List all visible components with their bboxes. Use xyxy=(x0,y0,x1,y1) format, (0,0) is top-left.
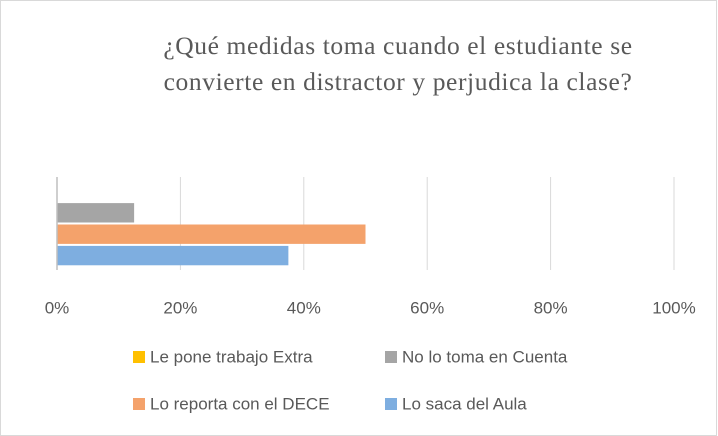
chart-title: ¿Qué medidas toma cuando el estudiante s… xyxy=(163,31,633,96)
legend-swatch xyxy=(133,398,145,410)
legend-label: Lo saca del Aula xyxy=(402,394,527,413)
x-tick-label: 0% xyxy=(45,298,70,317)
x-tick-label: 80% xyxy=(534,298,568,317)
legend-swatch xyxy=(385,398,397,410)
legend-swatch xyxy=(133,351,145,363)
x-tick-label: 100% xyxy=(652,298,695,317)
legend-label: Le pone trabajo Extra xyxy=(150,347,313,366)
bar xyxy=(57,245,289,266)
bar xyxy=(57,224,366,244)
x-tick-label: 20% xyxy=(163,298,197,317)
legend-swatch xyxy=(385,351,397,363)
x-tick-label: 40% xyxy=(287,298,321,317)
bar xyxy=(57,203,135,223)
x-tick-label: 60% xyxy=(410,298,444,317)
legend-label: Lo reporta con el DECE xyxy=(150,394,330,413)
legend-label: No lo toma en Cuenta xyxy=(402,347,568,366)
